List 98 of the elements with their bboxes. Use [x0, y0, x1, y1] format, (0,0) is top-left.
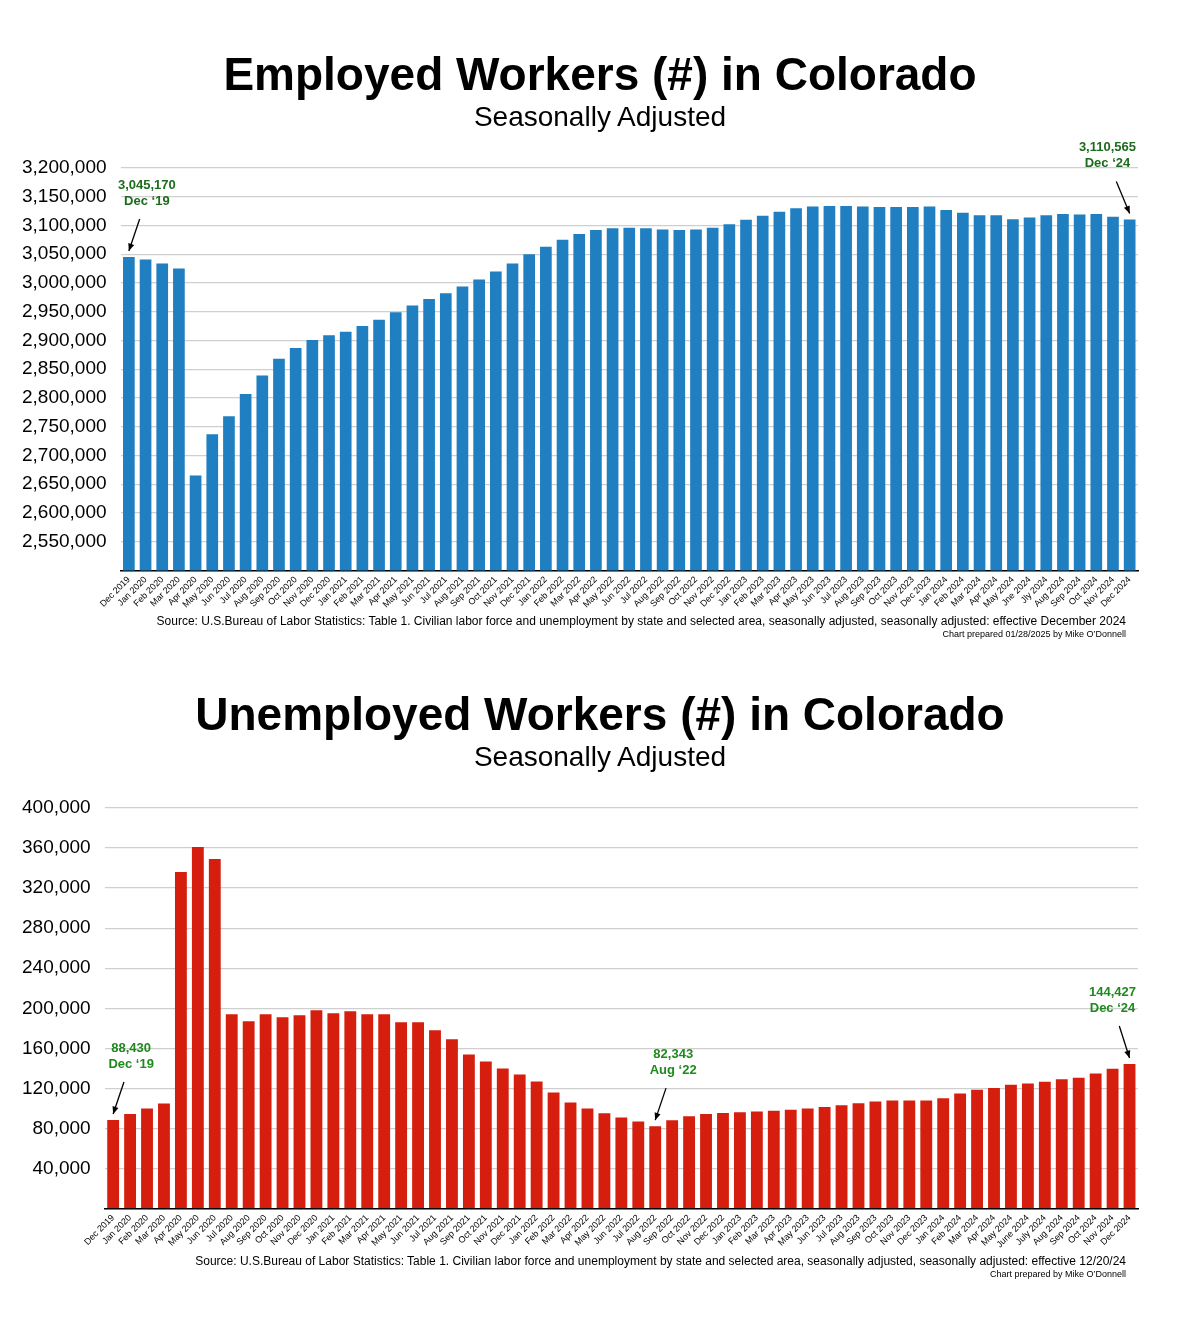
y-tick-label: 280,000	[21, 916, 91, 938]
y-tick-label: 2,600,000	[21, 501, 107, 523]
bar	[733, 1112, 746, 1208]
bar	[700, 1114, 712, 1208]
bar	[717, 1112, 729, 1208]
chart-subtitle: Seasonally Adjusted	[472, 100, 728, 134]
bar	[242, 1021, 255, 1208]
text: Chart prepared by Mike O’Donnell	[988, 1269, 1127, 1280]
bar	[954, 1093, 967, 1208]
bar	[259, 1014, 272, 1208]
bar	[598, 1113, 611, 1208]
bar	[988, 1087, 1000, 1208]
bar	[208, 859, 221, 1208]
bar	[1123, 1063, 1136, 1208]
bar	[632, 1121, 645, 1208]
bar	[1038, 1081, 1051, 1208]
bar	[1055, 1079, 1068, 1208]
chart-title: Unemployed Workers (#) in Colorado	[194, 687, 1006, 740]
bar	[293, 1015, 306, 1208]
bar	[818, 1107, 831, 1208]
y-tick-label: 2,800,000	[21, 386, 107, 408]
bar	[784, 1109, 797, 1208]
bar	[462, 1054, 475, 1208]
y-tick-label: 240,000	[21, 956, 91, 978]
bar	[141, 1108, 153, 1208]
bar	[1089, 1073, 1102, 1208]
bar	[1072, 1077, 1085, 1208]
bar	[886, 1100, 899, 1208]
y-tick-label: 2,950,000	[21, 299, 107, 321]
y-tick-label: 3,000,000	[21, 271, 107, 293]
annotation: 3,110,565 Dec ‘24	[1078, 139, 1136, 171]
bar	[547, 1092, 560, 1208]
source-note: Source: U.S.Bureau of Labor Statistics: Table 1. Civilian labor force and unemployment by state and selected area, seasonally adjusted, seasonally adjusted: effective December 2024	[155, 614, 1127, 629]
y-tick-label: 2,750,000	[21, 414, 107, 436]
bar	[344, 1011, 357, 1208]
annotation: 144,427 Dec ‘24	[1089, 983, 1137, 1015]
y-tick-label: 160,000	[21, 1036, 91, 1058]
bar	[852, 1103, 865, 1208]
y-tick-label: 40,000	[32, 1156, 91, 1178]
bar	[361, 1014, 374, 1208]
bar	[615, 1117, 628, 1208]
y-tick-label: 400,000	[21, 796, 91, 818]
bar	[649, 1126, 662, 1208]
bar	[801, 1108, 814, 1208]
bar	[412, 1022, 424, 1208]
bar	[937, 1098, 950, 1208]
bar	[378, 1014, 391, 1208]
bar	[581, 1108, 594, 1208]
y-tick-label: 2,550,000	[21, 529, 107, 551]
bar	[666, 1120, 679, 1208]
bar	[124, 1114, 137, 1208]
bar	[496, 1068, 509, 1208]
bar	[971, 1089, 983, 1208]
bar	[564, 1102, 577, 1208]
bar	[395, 1022, 408, 1208]
y-tick-label: 3,150,000	[21, 184, 107, 206]
bar	[683, 1116, 696, 1208]
bar	[750, 1111, 763, 1208]
y-tick-label: 2,900,000	[21, 328, 107, 350]
bar	[225, 1014, 238, 1208]
bar	[107, 1120, 120, 1208]
bar	[310, 1010, 323, 1208]
y-tick-label: 320,000	[21, 876, 91, 898]
y-tick-label: 2,700,000	[21, 443, 107, 465]
source-note: Source: U.S.Bureau of Labor Statistics: Table 1. Civilian labor force and unemployment by state and selected area, seasonally adjusted, seasonally adjusted: effective 12/20/24	[194, 1254, 1127, 1269]
bar	[1005, 1084, 1017, 1208]
bar	[479, 1061, 492, 1208]
y-tick-label: 120,000	[21, 1076, 91, 1098]
bar	[1106, 1068, 1119, 1208]
y-tick-label: 360,000	[21, 836, 91, 858]
annotation: 88,430 Dec ‘19	[108, 1040, 154, 1072]
bar	[835, 1105, 848, 1208]
annotation: 3,045,170 Dec ‘19	[117, 177, 176, 209]
bar	[903, 1100, 916, 1208]
bar	[530, 1081, 543, 1208]
bar	[327, 1013, 340, 1208]
text: Chart prepared 01/28/2025 by Mike O’Donnell	[941, 629, 1127, 640]
bar	[869, 1101, 882, 1208]
y-tick-label: 200,000	[21, 996, 91, 1018]
bar	[158, 1103, 170, 1208]
y-tick-label: 3,200,000	[21, 156, 107, 178]
bar	[920, 1100, 933, 1208]
y-tick-label: 3,050,000	[21, 242, 107, 264]
y-tick-label: 2,850,000	[21, 357, 107, 379]
bar	[513, 1074, 526, 1208]
bar	[191, 847, 204, 1208]
bar	[174, 872, 187, 1208]
bar	[276, 1017, 289, 1208]
bar	[1021, 1083, 1034, 1208]
bar	[429, 1030, 441, 1208]
y-tick-label: 2,650,000	[21, 472, 107, 494]
annotation: 82,343 Aug ‘22	[649, 1046, 697, 1078]
bar	[767, 1110, 780, 1208]
y-tick-label: 3,100,000	[21, 213, 107, 235]
chart-title: Employed Workers (#) in Colorado	[222, 47, 978, 100]
bar	[446, 1039, 458, 1208]
y-tick-label: 80,000	[32, 1116, 91, 1138]
chart-subtitle: Seasonally Adjusted	[472, 740, 728, 774]
